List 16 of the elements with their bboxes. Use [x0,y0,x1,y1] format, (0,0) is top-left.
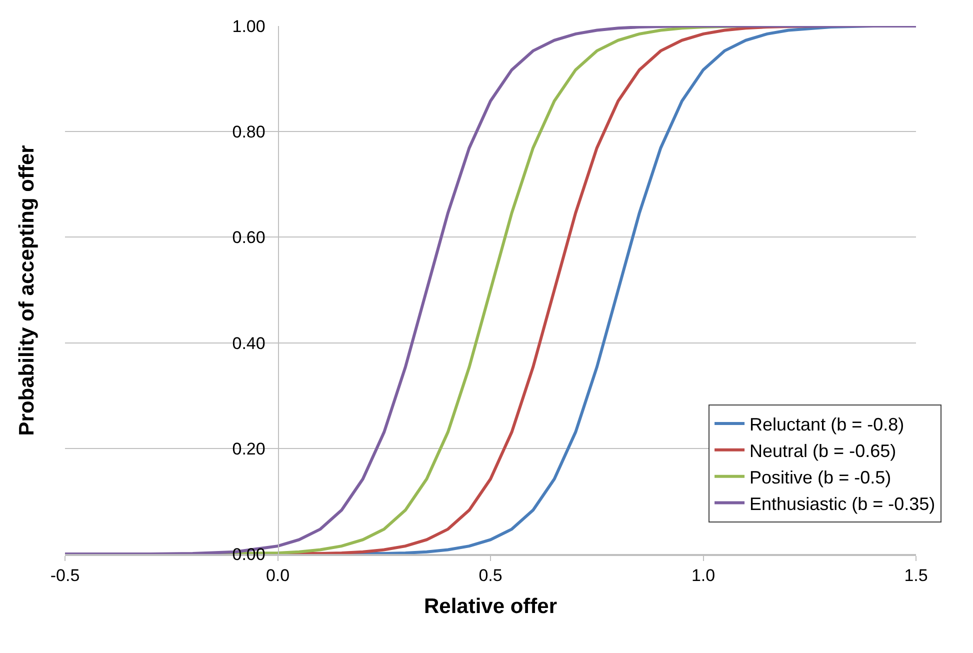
x-tick-label: 1.0 [691,566,716,586]
y-tick-label: 0.20 [232,439,266,458]
x-tick-label: 1.5 [904,566,928,586]
y-tick-label: 0.60 [232,228,266,248]
y-tick-label: 0.40 [232,334,266,353]
x-axis-title: Relative offer [424,594,558,618]
y-tick-label: 1.00 [232,16,266,36]
x-tick-label: 0.5 [478,566,502,586]
x-tick-label: 0.0 [266,566,290,586]
y-tick-label: 0.80 [232,122,266,142]
x-tick-label: -0.5 [50,566,80,586]
legend-label: Reluctant (b = -0.8) [750,414,904,435]
y-axis-title: Probability of accepting offer [16,145,39,436]
legend-label: Enthusiastic (b = -0.35) [750,494,936,514]
legend-label: Positive (b = -0.5) [750,467,892,488]
legend-label: Neutral (b = -0.65) [750,440,896,461]
